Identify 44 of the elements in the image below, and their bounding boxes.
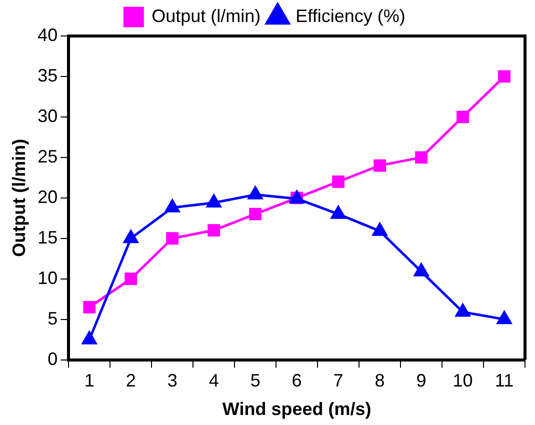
point: [248, 186, 263, 200]
point: [124, 272, 138, 286]
x-tick-label: 10: [452, 370, 473, 391]
point: [82, 331, 97, 344]
point: [456, 110, 469, 124]
point: [415, 151, 428, 164]
y-tick-label: 30: [38, 106, 58, 126]
y-axis-title: Output (l/min): [8, 138, 29, 257]
x-tick-label: 7: [333, 370, 344, 391]
x-tick-label: 2: [126, 370, 136, 391]
y-tick-label: 25: [38, 146, 58, 166]
point: [165, 199, 180, 212]
point: [206, 194, 222, 208]
legend-label: Output (l/min): [152, 6, 261, 26]
point: [330, 206, 346, 219]
y-tick-label: 5: [48, 308, 58, 328]
point: [166, 232, 179, 245]
point: [372, 222, 388, 236]
y-tick-label: 35: [38, 65, 58, 86]
point: [374, 159, 386, 172]
x-tick-label: 11: [494, 370, 514, 391]
y-tick-label: 40: [38, 24, 58, 45]
x-tick-label: 6: [292, 370, 302, 391]
x-tick-label: 4: [208, 370, 219, 391]
point: [332, 176, 344, 188]
x-tick-label: 5: [250, 370, 260, 391]
point: [455, 304, 470, 317]
x-tick-label: 1: [84, 370, 94, 391]
point: [83, 300, 96, 314]
y-tick-label: 0: [48, 348, 58, 369]
y-tick-label: 15: [38, 227, 58, 248]
point: [498, 70, 510, 83]
x-tick-label: 9: [416, 370, 426, 391]
point: [124, 230, 138, 244]
x-tick-label: 8: [374, 370, 385, 391]
point: [249, 208, 262, 220]
point: [496, 311, 512, 324]
y-tick-label: 10: [38, 268, 58, 288]
legend-label: Efficiency (%): [296, 6, 406, 26]
x-axis-title: Wind speed (m/s): [222, 399, 372, 420]
point: [414, 263, 429, 276]
point: [208, 224, 220, 236]
x-tick-label: 3: [167, 370, 178, 391]
y-tick-label: 20: [38, 186, 58, 207]
